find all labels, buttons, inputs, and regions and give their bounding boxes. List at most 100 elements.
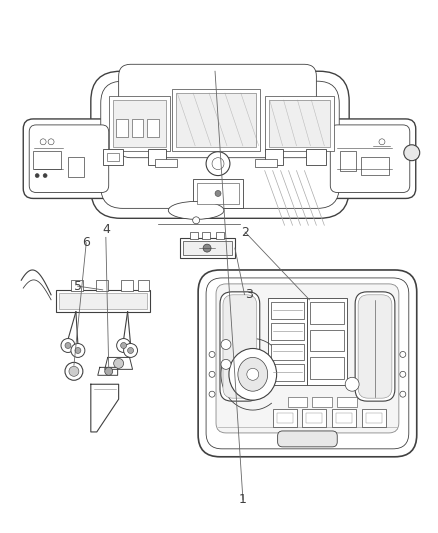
Ellipse shape xyxy=(61,338,75,352)
Bar xyxy=(172,89,260,151)
Bar xyxy=(268,100,330,147)
Ellipse shape xyxy=(215,190,221,197)
Bar xyxy=(340,151,356,171)
Bar xyxy=(68,157,84,176)
Ellipse shape xyxy=(65,343,71,349)
Bar xyxy=(288,397,307,407)
Bar xyxy=(271,322,304,340)
FancyBboxPatch shape xyxy=(101,81,339,208)
Ellipse shape xyxy=(43,174,47,177)
Ellipse shape xyxy=(35,174,39,177)
Bar xyxy=(303,409,326,427)
Bar xyxy=(107,153,119,160)
Ellipse shape xyxy=(345,377,359,391)
Ellipse shape xyxy=(117,338,131,352)
Bar xyxy=(176,93,256,147)
Bar xyxy=(362,409,386,427)
Polygon shape xyxy=(105,358,133,369)
Bar xyxy=(271,302,304,319)
Polygon shape xyxy=(91,384,119,432)
Ellipse shape xyxy=(120,343,127,349)
Ellipse shape xyxy=(114,358,124,368)
Bar xyxy=(311,302,344,324)
Ellipse shape xyxy=(400,391,406,397)
Bar xyxy=(183,241,232,255)
Bar xyxy=(311,358,344,379)
Text: 6: 6 xyxy=(82,236,90,249)
Bar xyxy=(332,409,356,427)
Ellipse shape xyxy=(379,139,385,145)
Ellipse shape xyxy=(221,340,231,350)
Bar xyxy=(56,290,150,312)
Bar xyxy=(265,96,334,151)
Ellipse shape xyxy=(65,362,83,380)
Ellipse shape xyxy=(75,348,81,353)
Bar xyxy=(109,96,170,151)
Ellipse shape xyxy=(209,391,215,397)
Bar xyxy=(307,149,326,165)
FancyBboxPatch shape xyxy=(220,292,260,401)
Bar xyxy=(103,149,123,165)
Bar xyxy=(197,182,239,204)
Bar xyxy=(148,149,166,165)
Bar xyxy=(59,293,148,309)
Ellipse shape xyxy=(40,139,46,145)
Bar xyxy=(193,179,243,208)
Bar xyxy=(265,149,283,165)
Ellipse shape xyxy=(238,358,268,391)
Bar xyxy=(271,343,304,360)
Polygon shape xyxy=(98,367,118,375)
Ellipse shape xyxy=(404,145,420,160)
Bar xyxy=(148,119,159,137)
FancyBboxPatch shape xyxy=(223,295,257,398)
Bar xyxy=(202,232,210,239)
FancyBboxPatch shape xyxy=(23,119,115,198)
FancyBboxPatch shape xyxy=(198,270,417,457)
FancyBboxPatch shape xyxy=(330,125,410,192)
Ellipse shape xyxy=(124,343,138,358)
Bar xyxy=(268,298,307,385)
FancyBboxPatch shape xyxy=(355,292,395,401)
Bar xyxy=(337,397,357,407)
Ellipse shape xyxy=(209,372,215,377)
Ellipse shape xyxy=(203,244,211,252)
Bar xyxy=(366,413,382,423)
FancyBboxPatch shape xyxy=(278,431,337,447)
Ellipse shape xyxy=(105,367,113,375)
Ellipse shape xyxy=(193,217,200,224)
Bar xyxy=(113,100,166,147)
FancyBboxPatch shape xyxy=(29,125,109,192)
Ellipse shape xyxy=(229,349,277,400)
Bar xyxy=(311,329,344,351)
Text: 3: 3 xyxy=(246,288,254,301)
Text: 2: 2 xyxy=(241,225,249,239)
Bar xyxy=(131,119,144,137)
Ellipse shape xyxy=(400,372,406,377)
Ellipse shape xyxy=(212,158,224,169)
Ellipse shape xyxy=(221,359,231,369)
Ellipse shape xyxy=(400,351,406,358)
FancyBboxPatch shape xyxy=(91,71,349,219)
FancyBboxPatch shape xyxy=(119,64,316,158)
Bar xyxy=(361,157,389,175)
Ellipse shape xyxy=(168,201,224,219)
FancyBboxPatch shape xyxy=(206,278,409,449)
Bar xyxy=(277,413,293,423)
Bar xyxy=(271,365,304,381)
Bar xyxy=(307,298,347,385)
FancyBboxPatch shape xyxy=(324,119,416,198)
Bar xyxy=(307,413,322,423)
Bar xyxy=(120,280,133,291)
Ellipse shape xyxy=(206,152,230,175)
Bar xyxy=(255,159,277,167)
FancyBboxPatch shape xyxy=(358,295,392,398)
Ellipse shape xyxy=(71,343,85,358)
FancyBboxPatch shape xyxy=(216,284,399,433)
Ellipse shape xyxy=(127,348,134,353)
Ellipse shape xyxy=(69,366,79,376)
Text: 5: 5 xyxy=(74,280,81,293)
Bar xyxy=(96,280,108,291)
Bar xyxy=(336,413,352,423)
Bar xyxy=(155,159,177,167)
Text: 4: 4 xyxy=(102,223,110,236)
